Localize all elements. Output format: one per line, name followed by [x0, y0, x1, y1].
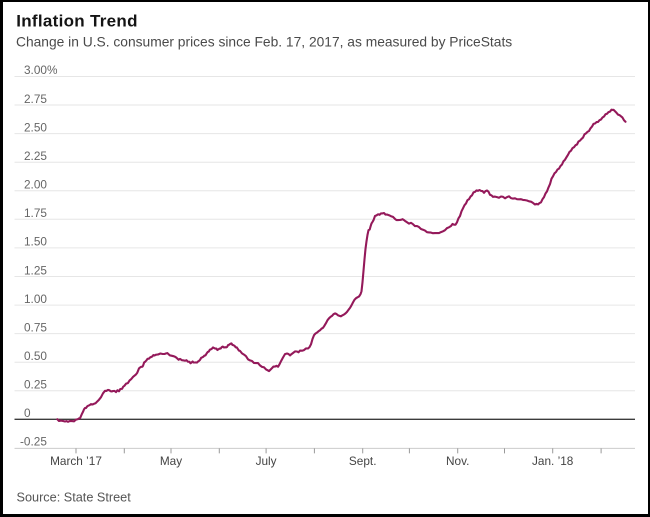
svg-text:0.25: 0.25 — [24, 378, 47, 392]
svg-text:Inflation Trend: Inflation Trend — [16, 11, 138, 30]
svg-text:July: July — [256, 454, 277, 468]
svg-text:2.50: 2.50 — [24, 120, 47, 134]
svg-text:-0.25: -0.25 — [20, 435, 47, 449]
svg-text:1.00: 1.00 — [24, 292, 47, 306]
svg-text:March ’17: March ’17 — [50, 454, 102, 468]
svg-text:0.50: 0.50 — [24, 349, 47, 363]
svg-text:0: 0 — [24, 406, 31, 420]
svg-text:1.75: 1.75 — [24, 206, 47, 220]
svg-text:Jan. ’18: Jan. ’18 — [532, 454, 574, 468]
svg-text:Source: State Street: Source: State Street — [17, 491, 132, 505]
svg-text:Nov.: Nov. — [446, 454, 469, 468]
svg-text:2.25: 2.25 — [24, 149, 47, 163]
svg-text:1.50: 1.50 — [24, 235, 47, 249]
svg-text:1.25: 1.25 — [24, 263, 47, 277]
svg-text:Sept.: Sept. — [349, 454, 377, 468]
svg-text:May: May — [160, 454, 182, 468]
svg-text:2.75: 2.75 — [24, 92, 47, 106]
svg-text:3.00%: 3.00% — [24, 63, 58, 77]
svg-text:2.00: 2.00 — [24, 178, 47, 192]
svg-text:Change in U.S. consumer prices: Change in U.S. consumer prices since Feb… — [16, 34, 512, 49]
svg-text:0.75: 0.75 — [24, 320, 47, 334]
